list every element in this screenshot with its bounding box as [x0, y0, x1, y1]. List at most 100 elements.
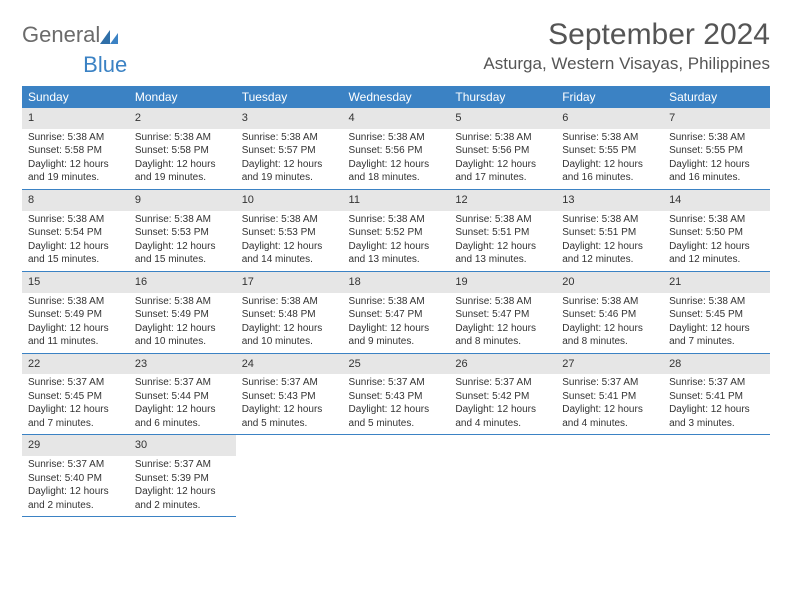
day-number: 30 [129, 435, 236, 456]
day-body: Sunrise: 5:38 AMSunset: 5:52 PMDaylight:… [343, 211, 450, 271]
daylight-line-2: and 18 minutes. [349, 171, 444, 185]
sunrise-line: Sunrise: 5:38 AM [28, 131, 123, 145]
daylight-line-1: Daylight: 12 hours [562, 403, 657, 417]
day-number: 2 [129, 108, 236, 129]
day-number: 15 [22, 272, 129, 293]
calendar-cell: 12Sunrise: 5:38 AMSunset: 5:51 PMDayligh… [449, 189, 556, 271]
day-number: 24 [236, 354, 343, 375]
sunset-line: Sunset: 5:47 PM [455, 308, 550, 322]
day-number: 13 [556, 190, 663, 211]
logo-text-blue-wrap: GenerBlue [22, 52, 770, 78]
calendar-row: 22Sunrise: 5:37 AMSunset: 5:45 PMDayligh… [22, 353, 770, 435]
calendar-cell: 15Sunrise: 5:38 AMSunset: 5:49 PMDayligh… [22, 271, 129, 353]
daylight-line-1: Daylight: 12 hours [349, 240, 444, 254]
daylight-line-2: and 2 minutes. [135, 499, 230, 513]
day-number: 29 [22, 435, 129, 456]
sunset-line: Sunset: 5:49 PM [135, 308, 230, 322]
weekday-header-row: SundayMondayTuesdayWednesdayThursdayFrid… [22, 86, 770, 108]
sunset-line: Sunset: 5:48 PM [242, 308, 337, 322]
daylight-line-2: and 12 minutes. [562, 253, 657, 267]
day-number: 11 [343, 190, 450, 211]
sunset-line: Sunset: 5:53 PM [135, 226, 230, 240]
calendar-cell: 22Sunrise: 5:37 AMSunset: 5:45 PMDayligh… [22, 353, 129, 435]
day-body: Sunrise: 5:37 AMSunset: 5:39 PMDaylight:… [129, 456, 236, 516]
daylight-line-2: and 6 minutes. [135, 417, 230, 431]
calendar-row: 15Sunrise: 5:38 AMSunset: 5:49 PMDayligh… [22, 271, 770, 353]
sunset-line: Sunset: 5:56 PM [349, 144, 444, 158]
sunset-line: Sunset: 5:56 PM [455, 144, 550, 158]
sunrise-line: Sunrise: 5:38 AM [242, 131, 337, 145]
daylight-line-2: and 4 minutes. [455, 417, 550, 431]
sunrise-line: Sunrise: 5:37 AM [455, 376, 550, 390]
sunset-line: Sunset: 5:54 PM [28, 226, 123, 240]
calendar-cell [236, 435, 343, 517]
sunset-line: Sunset: 5:39 PM [135, 472, 230, 486]
daylight-line-1: Daylight: 12 hours [455, 158, 550, 172]
sunrise-line: Sunrise: 5:38 AM [242, 295, 337, 309]
daylight-line-1: Daylight: 12 hours [562, 240, 657, 254]
calendar-cell: 5Sunrise: 5:38 AMSunset: 5:56 PMDaylight… [449, 108, 556, 189]
daylight-line-1: Daylight: 12 hours [135, 403, 230, 417]
daylight-line-2: and 8 minutes. [562, 335, 657, 349]
daylight-line-2: and 10 minutes. [135, 335, 230, 349]
calendar-cell: 14Sunrise: 5:38 AMSunset: 5:50 PMDayligh… [663, 189, 770, 271]
calendar-table: SundayMondayTuesdayWednesdayThursdayFrid… [22, 86, 770, 517]
calendar-cell: 16Sunrise: 5:38 AMSunset: 5:49 PMDayligh… [129, 271, 236, 353]
sunset-line: Sunset: 5:47 PM [349, 308, 444, 322]
daylight-line-1: Daylight: 12 hours [28, 485, 123, 499]
calendar-cell: 30Sunrise: 5:37 AMSunset: 5:39 PMDayligh… [129, 435, 236, 517]
daylight-line-1: Daylight: 12 hours [669, 158, 764, 172]
day-body: Sunrise: 5:37 AMSunset: 5:43 PMDaylight:… [236, 374, 343, 434]
day-body: Sunrise: 5:38 AMSunset: 5:45 PMDaylight:… [663, 293, 770, 353]
weekday-header: Monday [129, 86, 236, 108]
day-body: Sunrise: 5:38 AMSunset: 5:53 PMDaylight:… [129, 211, 236, 271]
logo-text-general: General [22, 22, 100, 48]
sunset-line: Sunset: 5:44 PM [135, 390, 230, 404]
day-body: Sunrise: 5:38 AMSunset: 5:56 PMDaylight:… [343, 129, 450, 189]
daylight-line-2: and 5 minutes. [242, 417, 337, 431]
sunrise-line: Sunrise: 5:38 AM [455, 131, 550, 145]
daylight-line-2: and 7 minutes. [28, 417, 123, 431]
day-number: 4 [343, 108, 450, 129]
calendar-cell: 19Sunrise: 5:38 AMSunset: 5:47 PMDayligh… [449, 271, 556, 353]
sunrise-line: Sunrise: 5:37 AM [28, 458, 123, 472]
daylight-line-2: and 15 minutes. [135, 253, 230, 267]
daylight-line-1: Daylight: 12 hours [242, 158, 337, 172]
day-number: 12 [449, 190, 556, 211]
daylight-line-2: and 16 minutes. [562, 171, 657, 185]
calendar-cell [343, 435, 450, 517]
day-body: Sunrise: 5:38 AMSunset: 5:46 PMDaylight:… [556, 293, 663, 353]
daylight-line-2: and 9 minutes. [349, 335, 444, 349]
sunset-line: Sunset: 5:40 PM [28, 472, 123, 486]
calendar-cell: 23Sunrise: 5:37 AMSunset: 5:44 PMDayligh… [129, 353, 236, 435]
daylight-line-2: and 17 minutes. [455, 171, 550, 185]
sunrise-line: Sunrise: 5:38 AM [562, 213, 657, 227]
day-body: Sunrise: 5:38 AMSunset: 5:58 PMDaylight:… [22, 129, 129, 189]
calendar-cell: 9Sunrise: 5:38 AMSunset: 5:53 PMDaylight… [129, 189, 236, 271]
sunrise-line: Sunrise: 5:38 AM [28, 213, 123, 227]
day-body: Sunrise: 5:37 AMSunset: 5:45 PMDaylight:… [22, 374, 129, 434]
sunset-line: Sunset: 5:50 PM [669, 226, 764, 240]
day-number: 6 [556, 108, 663, 129]
day-number: 18 [343, 272, 450, 293]
sunset-line: Sunset: 5:45 PM [669, 308, 764, 322]
calendar-cell: 24Sunrise: 5:37 AMSunset: 5:43 PMDayligh… [236, 353, 343, 435]
daylight-line-1: Daylight: 12 hours [242, 403, 337, 417]
sunrise-line: Sunrise: 5:37 AM [135, 458, 230, 472]
sunrise-line: Sunrise: 5:38 AM [669, 213, 764, 227]
daylight-line-1: Daylight: 12 hours [28, 403, 123, 417]
daylight-line-2: and 3 minutes. [669, 417, 764, 431]
calendar-cell: 27Sunrise: 5:37 AMSunset: 5:41 PMDayligh… [556, 353, 663, 435]
sunset-line: Sunset: 5:51 PM [455, 226, 550, 240]
sunrise-line: Sunrise: 5:37 AM [669, 376, 764, 390]
daylight-line-2: and 8 minutes. [455, 335, 550, 349]
calendar-cell: 11Sunrise: 5:38 AMSunset: 5:52 PMDayligh… [343, 189, 450, 271]
sunrise-line: Sunrise: 5:37 AM [135, 376, 230, 390]
calendar-cell: 21Sunrise: 5:38 AMSunset: 5:45 PMDayligh… [663, 271, 770, 353]
sunrise-line: Sunrise: 5:38 AM [135, 131, 230, 145]
sunrise-line: Sunrise: 5:38 AM [135, 213, 230, 227]
day-number: 1 [22, 108, 129, 129]
calendar-cell [556, 435, 663, 517]
day-number: 25 [343, 354, 450, 375]
daylight-line-1: Daylight: 12 hours [562, 158, 657, 172]
